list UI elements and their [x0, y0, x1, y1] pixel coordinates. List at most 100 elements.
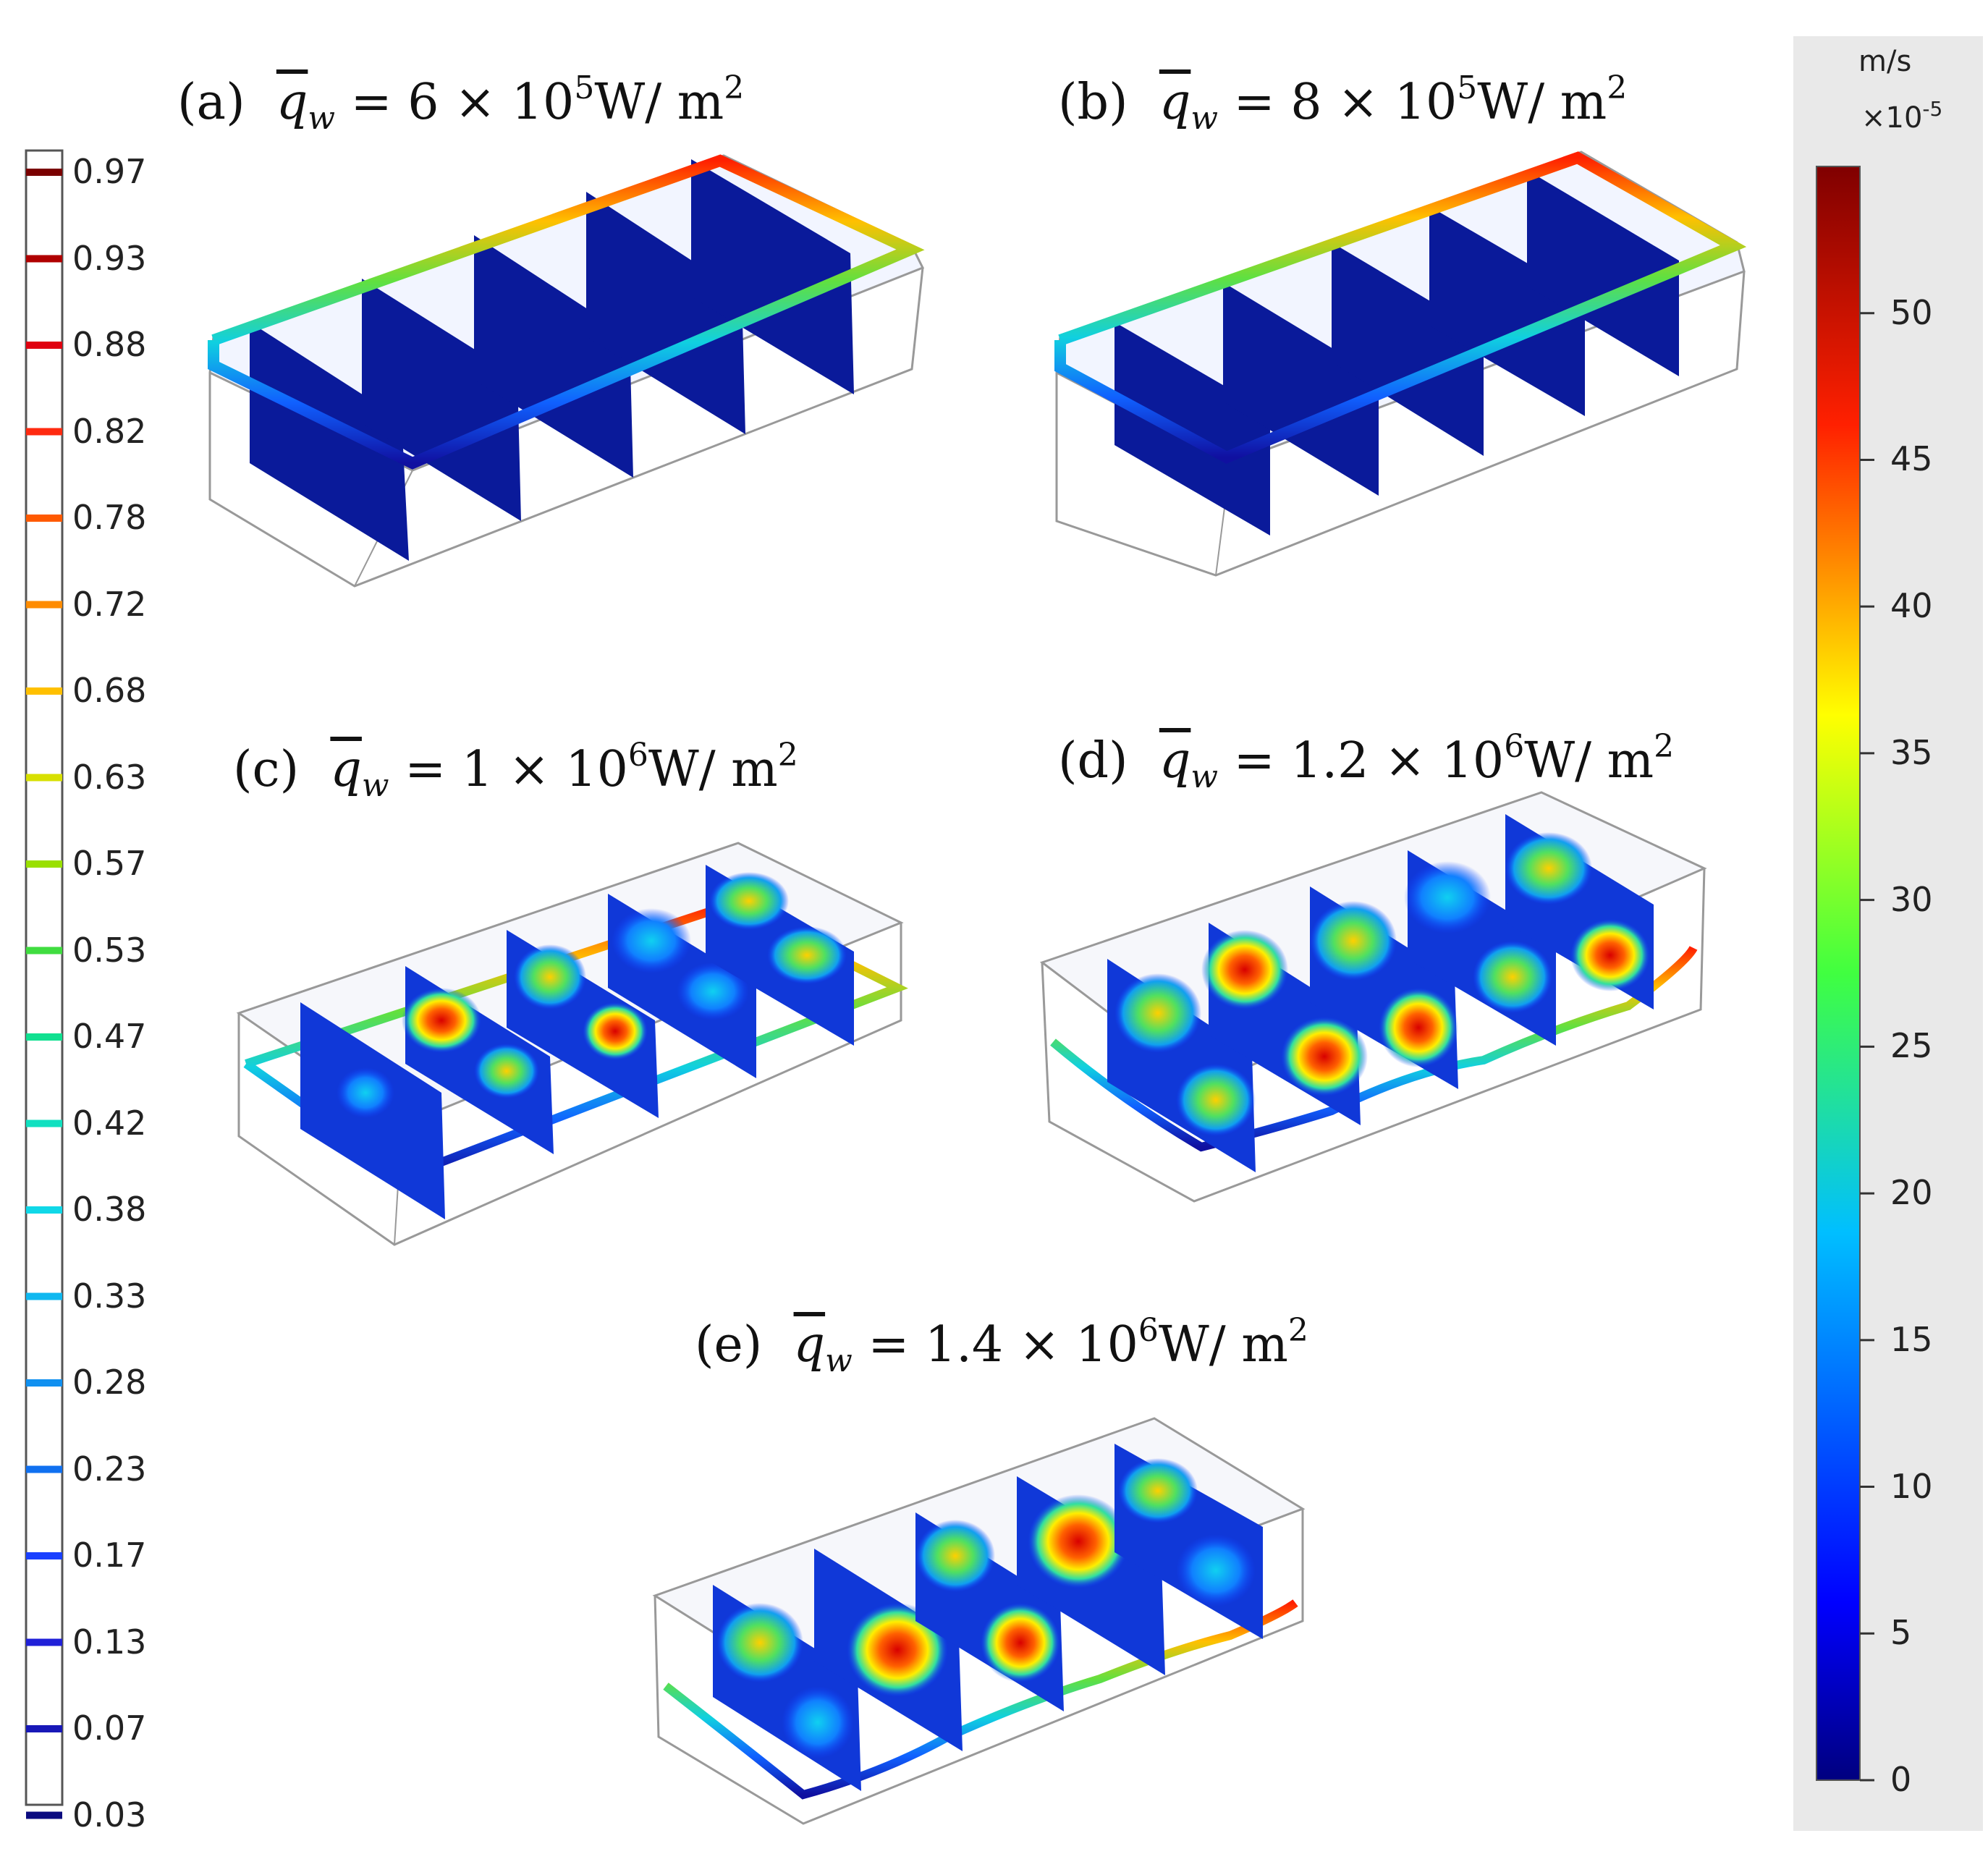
panel-c-exponent: 6	[627, 737, 648, 774]
panel-d-slice-2	[1201, 923, 1368, 1125]
panel-a-diagram	[208, 154, 925, 588]
panel-e-slice-5	[1114, 1444, 1263, 1639]
contour-label: 0.63	[72, 757, 147, 797]
panel-b-title: (b) qw = 8 × 105W/ m2	[1058, 72, 1627, 137]
times-sign: ×	[1337, 74, 1379, 131]
contour-label: 0.17	[72, 1536, 147, 1575]
contour-legend-frame	[25, 149, 64, 1806]
panel-a-mantissa: 6	[407, 74, 439, 131]
colorbar-tick-label: 15	[1890, 1319, 1933, 1359]
panel-d-thermal-band	[1050, 945, 1698, 1152]
unit-exponent: 2	[724, 69, 745, 106]
power-base: 10	[511, 74, 575, 131]
colorbar-gradient	[1816, 166, 1861, 1781]
panel-b-exponent: 5	[1457, 69, 1478, 106]
colorbar-tick-label: 35	[1890, 732, 1933, 772]
colorbar-tick-label: 5	[1890, 1613, 1912, 1653]
panel-b-slice-3	[1332, 242, 1484, 456]
equals-sign: =	[1233, 74, 1275, 131]
panel-d-slice-4	[1404, 850, 1556, 1046]
q-symbol: q	[1159, 74, 1191, 131]
panel-d-slice-3	[1310, 886, 1458, 1089]
contour-label: 0.33	[72, 1276, 147, 1316]
panel-c-slice-1	[300, 1002, 445, 1219]
equals-sign: =	[405, 741, 447, 798]
panel-b-label: (b)	[1058, 74, 1128, 131]
panel-e-box-sides	[653, 1509, 1304, 1825]
panel-a-slice-2	[362, 279, 521, 521]
panel-e-slice-4	[1017, 1476, 1165, 1675]
unit-prefix: W/ m	[1524, 732, 1654, 790]
q-symbol: q	[276, 74, 308, 131]
contour-label: 0.53	[72, 930, 147, 970]
panel-d-label: (d)	[1058, 732, 1128, 790]
times-sign: ×	[508, 741, 550, 798]
panel-e-diagram	[652, 1417, 1306, 1825]
colorbar-tick-label: 25	[1890, 1026, 1933, 1066]
panel-b-slice-2	[1223, 282, 1379, 496]
panel-d-diagram	[1039, 791, 1707, 1203]
power-base: 10	[565, 741, 628, 798]
equals-sign: =	[868, 1316, 910, 1373]
panel-e-title: (e) qw = 1.4 × 106W/ m2	[695, 1315, 1308, 1379]
panel-d-title: (d) qw = 1.2 × 106W/ m2	[1058, 731, 1674, 795]
colorbar-tick-label: 20	[1890, 1173, 1933, 1213]
contour-legend-lines	[26, 169, 62, 1819]
power-base: 10	[1441, 732, 1505, 790]
colorbar-scale-exponent: -5	[1922, 97, 1943, 121]
panel-a-slice-5	[691, 159, 854, 394]
q-symbol: q	[793, 1316, 826, 1373]
colorbar	[1793, 36, 1983, 1831]
colorbar-tick-label: 0	[1890, 1760, 1912, 1799]
panel-e-slice-2	[814, 1549, 963, 1751]
unit-exponent: 2	[777, 737, 798, 774]
unit-prefix: W/ m	[594, 74, 724, 131]
panel-e-mantissa: 1.4	[924, 1316, 1004, 1373]
panel-d-mantissa: 1.2	[1290, 732, 1369, 790]
panel-c-slice-2	[402, 966, 554, 1154]
panel-d-slice-5	[1505, 814, 1654, 1009]
equals-sign: =	[1233, 732, 1275, 790]
colorbar-tick-label: 40	[1890, 586, 1933, 626]
contour-label: 0.23	[72, 1449, 147, 1489]
panel-e-thermal-band	[663, 1599, 1298, 1800]
panel-a-exponent: 5	[574, 69, 595, 106]
panel-c-title: (c) qw = 1 × 106W/ m2	[233, 740, 798, 802]
panel-d-slice-1	[1107, 959, 1256, 1172]
panel-c-slice-5	[706, 865, 854, 1046]
contour-label: 0.13	[72, 1622, 147, 1662]
colorbar-tick-label: 45	[1890, 439, 1933, 479]
contour-label: 0.93	[72, 238, 147, 278]
contour-label: 0.88	[72, 325, 147, 364]
panel-e-slice-3	[915, 1512, 1064, 1711]
colorbar-tick-marks	[1860, 312, 1874, 1782]
panel-c-slice-4	[608, 894, 756, 1078]
colorbar-tick-label: 50	[1890, 292, 1933, 332]
panel-a-slice-1	[250, 322, 409, 561]
panel-e-exponent: 6	[1138, 1312, 1159, 1349]
q-subscript: w	[308, 100, 336, 137]
colorbar-tick-label: 30	[1890, 879, 1933, 919]
times-sign: ×	[1018, 1316, 1060, 1373]
times-sign: ×	[454, 74, 496, 131]
q-subscript: w	[1190, 758, 1219, 795]
unit-prefix: W/ m	[1477, 74, 1607, 131]
unit-exponent: 2	[1287, 1312, 1308, 1349]
panel-a-label: (a)	[177, 74, 245, 131]
contour-label: 0.97	[72, 152, 147, 191]
contour-label: 0.07	[72, 1709, 147, 1748]
panel-e-label: (e)	[695, 1316, 763, 1373]
panel-d-box-sides	[1041, 868, 1706, 1203]
colorbar-unit: m/s	[1858, 45, 1912, 78]
contour-label: 0.28	[72, 1363, 147, 1402]
q-subscript: w	[1190, 100, 1219, 137]
panel-a-slice-4	[586, 192, 745, 434]
q-subscript: w	[825, 1342, 853, 1379]
panel-b-diagram	[1054, 151, 1747, 577]
q-symbol: q	[330, 741, 362, 798]
unit-prefix: W/ m	[648, 741, 778, 798]
contour-label: 0.03	[72, 1795, 147, 1834]
panel-a-slice-3	[474, 235, 633, 478]
contour-label: 0.72	[72, 584, 147, 624]
